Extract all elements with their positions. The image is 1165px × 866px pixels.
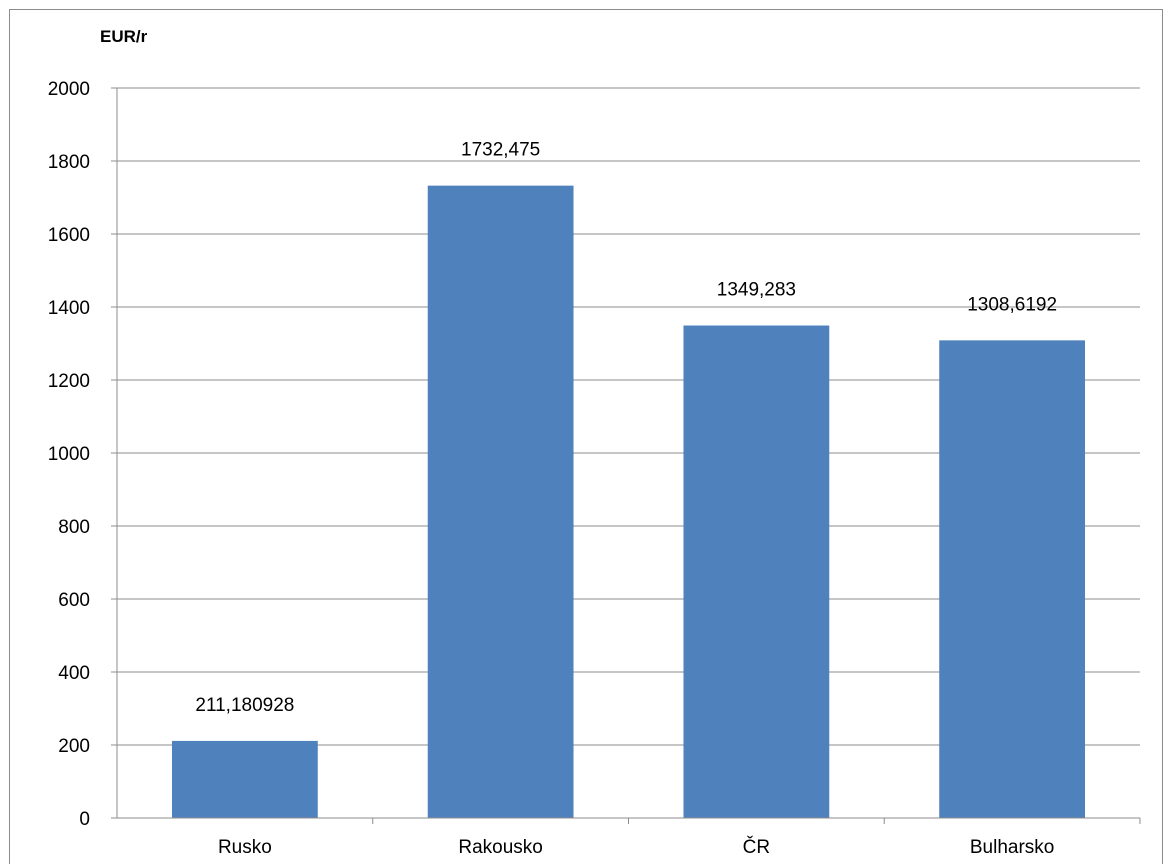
labels: 0 200 400 600 800 1000 1200 1400 1600 1800 2000 Rus… <box>48 79 1057 858</box>
bar-rakousko <box>427 185 574 819</box>
x-category-label-rusko: Rusko <box>218 837 272 858</box>
bar-rusko <box>171 740 318 818</box>
x-category-label-rakousko: Rakousko <box>458 837 543 858</box>
data-label-rusko: 211,180928 <box>195 695 294 716</box>
data-label--r: 1349,283 <box>717 280 796 301</box>
y-tick-label-1800: 1800 <box>48 152 90 173</box>
bars <box>171 185 1086 819</box>
y-tick-label-1200: 1200 <box>48 371 90 392</box>
gridlines <box>117 87 1140 746</box>
y-tick-label-0: 0 <box>79 809 90 830</box>
axes <box>111 87 1141 824</box>
y-axis-unit-label: EUR/r <box>100 27 148 46</box>
x-category-label-bulharsko: Bulharsko <box>970 837 1055 858</box>
bar--r <box>683 325 830 818</box>
data-label-bulharsko: 1308,6192 <box>967 294 1057 315</box>
data-label-rakousko: 1732,475 <box>461 140 540 161</box>
y-tick-label-1000: 1000 <box>48 444 90 465</box>
y-tick-label-1600: 1600 <box>48 225 90 246</box>
y-tick-label-2000: 2000 <box>48 79 90 100</box>
y-tick-label-400: 400 <box>58 663 90 684</box>
y-tick-label-1400: 1400 <box>48 298 90 319</box>
y-tick-label-800: 800 <box>58 517 90 538</box>
bar-bulharsko <box>939 340 1086 818</box>
x-category-label--r: ČR <box>743 836 770 858</box>
y-tick-label-600: 600 <box>58 590 90 611</box>
y-tick-label-200: 200 <box>58 736 90 757</box>
